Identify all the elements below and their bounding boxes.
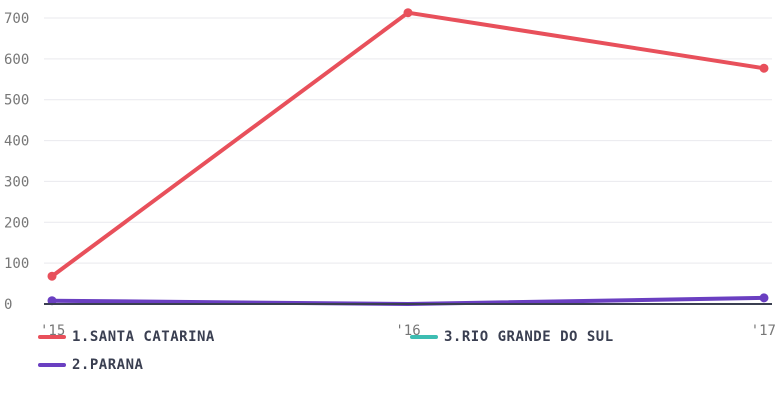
y-tick-label: 700 [4,11,29,27]
x-axis: '15 '16 '17 [40,323,776,339]
y-tick-label: 0 [4,297,12,313]
data-point[interactable] [47,296,57,306]
series-line [50,10,766,279]
y-tick-label: 400 [4,134,29,150]
y-tick-label: 200 [4,215,29,231]
x-tick-label: '17 [751,323,776,339]
data-point[interactable] [403,8,413,18]
x-tick-label: '15 [40,323,65,339]
y-tick-label: 300 [4,174,29,190]
data-point[interactable] [759,293,769,303]
grid [44,17,772,264]
data-point[interactable] [759,63,769,73]
y-tick-label: 600 [4,52,29,68]
y-tick-label: 100 [4,256,29,272]
y-tick-label: 500 [4,93,29,109]
series-layer [47,8,769,306]
x-tick-label: '16 [395,323,420,339]
data-point[interactable] [47,271,57,281]
y-axis: 0 100 200 300 400 500 600 700 [4,11,29,313]
